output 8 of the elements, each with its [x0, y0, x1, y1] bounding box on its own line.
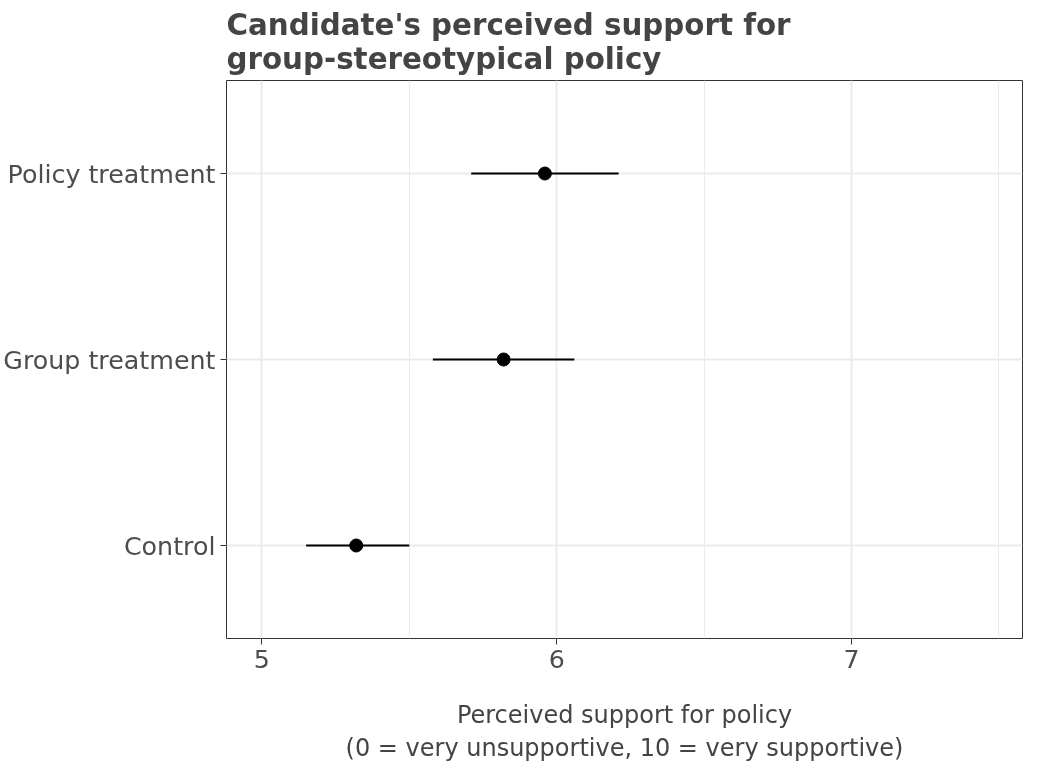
- x-tick-label: 5: [253, 643, 270, 674]
- x-axis-title: Perceived support for policy (0 = very unsupportive, 10 = very supportive): [345, 700, 904, 763]
- chart-title: Candidate's perceived support for group-stereotypical policy: [226, 7, 792, 76]
- y-tick-label: Group treatment: [3, 344, 216, 375]
- x-tick-label: 7: [843, 643, 860, 674]
- y-tick-label: Policy treatment: [7, 158, 216, 189]
- x-tick-label: 6: [548, 643, 565, 674]
- y-tick-label: Control: [123, 530, 216, 561]
